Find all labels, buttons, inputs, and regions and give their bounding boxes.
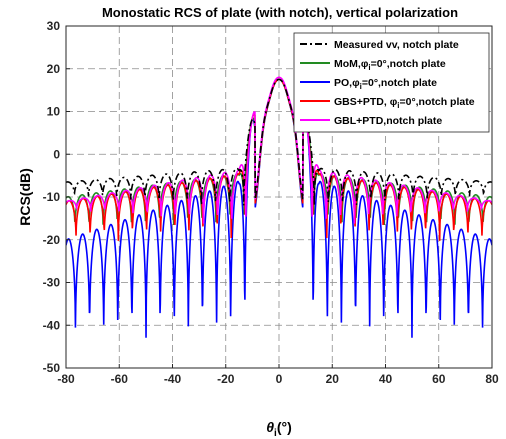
series-layer (66, 76, 492, 338)
chart-title: Monostatic RCS of plate (with notch), ve… (102, 5, 458, 20)
y-tick-label: -50 (43, 361, 61, 375)
y-tick-label: 0 (53, 147, 60, 161)
y-tick-label: 30 (47, 19, 61, 33)
legend-label-4: GBL+PTD,notch plate (334, 115, 442, 127)
y-tick-label: 20 (47, 62, 61, 76)
legend: Measured vv, notch plate MoM,φi=0°,notch … (293, 32, 490, 133)
tick-labels: -80 -60 -40 -20 0 20 40 60 80 -50 -40 -30 -20 -10 0 10 2… (43, 19, 499, 386)
y-tick-label: 10 (47, 105, 61, 119)
x-tick-label: 60 (432, 372, 446, 386)
x-tick-label: -60 (111, 372, 129, 386)
y-tick-label: -30 (43, 276, 61, 290)
series-line-0 (66, 78, 492, 206)
y-tick-label: -10 (43, 190, 61, 204)
x-tick-label: -40 (164, 372, 182, 386)
legend-label-3: GBS+PTD, φi=0°,notch plate (334, 96, 475, 110)
x-tick-label: 40 (379, 372, 393, 386)
y-axis-label: RCS(dB) (17, 168, 33, 226)
x-tick-label: 0 (276, 372, 283, 386)
series-line-4 (66, 76, 492, 224)
x-axis-label: θi(°) (266, 419, 292, 439)
legend-label-1: MoM,φi=0°,notch plate (334, 58, 446, 72)
legend-label-2: PO,φi=0°,notch plate (334, 77, 437, 91)
x-tick-label: -20 (217, 372, 235, 386)
x-tick-label: 80 (485, 372, 499, 386)
x-tick-label: -80 (57, 372, 75, 386)
y-tick-label: -20 (43, 233, 61, 247)
y-tick-label: -40 (43, 318, 61, 332)
x-tick-label: 20 (326, 372, 340, 386)
legend-label-0: Measured vv, notch plate (334, 39, 459, 51)
